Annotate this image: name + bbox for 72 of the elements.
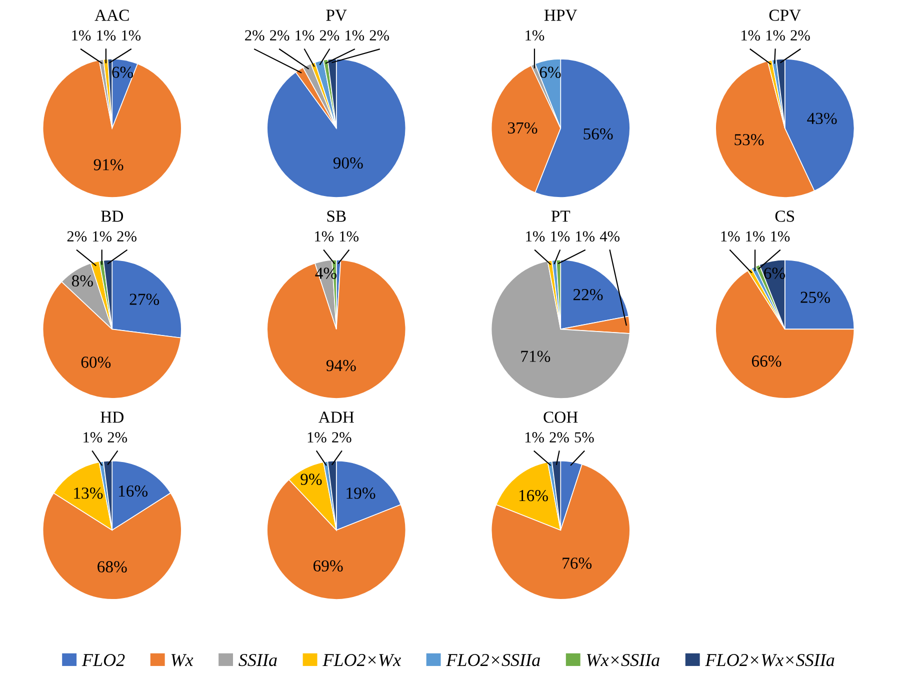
chart-title: AAC (94, 10, 129, 21)
data-label: 66% (752, 356, 782, 367)
chart-title: CPV (769, 10, 801, 21)
data-label: 25% (800, 292, 830, 304)
data-label: 56% (584, 128, 613, 140)
data-label: 1% (84, 432, 102, 443)
data-label: 71% (521, 350, 550, 362)
chart-title: HPV (544, 10, 578, 21)
data-label: 1% (122, 30, 141, 41)
data-label: 91% (94, 159, 124, 170)
data-label: 1% (72, 30, 91, 41)
data-label: 1% (308, 432, 326, 443)
data-label: 2% (332, 432, 352, 443)
chart-title: PV (326, 10, 347, 21)
data-label: 1% (97, 30, 116, 41)
data-label: 2% (320, 30, 340, 41)
chart-title: SB (327, 210, 346, 222)
data-label: 76% (562, 558, 592, 569)
data-label: 16% (119, 485, 148, 497)
data-label: 1% (721, 231, 740, 242)
data-label: 37% (508, 122, 538, 134)
data-label: 1% (346, 30, 364, 41)
chart-title: BD (101, 210, 124, 222)
data-label: 4% (600, 231, 620, 242)
data-label: 1% (340, 231, 359, 242)
data-label: 69% (314, 560, 343, 572)
data-label: 2% (117, 231, 136, 242)
legend-label: FLO2×Wx (322, 654, 401, 666)
data-label: 94% (326, 360, 356, 372)
chart-title: COH (544, 412, 578, 423)
data-label: 1% (526, 30, 544, 41)
data-label: 1% (296, 30, 314, 41)
data-label: 2% (67, 231, 87, 242)
data-label: 53% (734, 134, 764, 146)
data-label: 90% (333, 157, 363, 169)
data-label: 1% (315, 231, 334, 242)
data-label: 9% (300, 474, 322, 485)
data-label: 60% (81, 356, 111, 368)
data-label: 1% (525, 432, 544, 443)
data-label: 1% (576, 231, 595, 242)
data-label: 2% (370, 30, 390, 41)
data-label: 5% (574, 432, 594, 443)
chart-title: PT (551, 210, 570, 222)
data-label: 1% (741, 30, 760, 41)
data-label: 2% (245, 30, 264, 41)
data-label: 2% (270, 30, 290, 41)
legend-label: FLO2×SSIIa (446, 654, 540, 666)
data-label: 1% (93, 231, 112, 242)
data-label: 16% (519, 490, 548, 502)
data-label: 19% (346, 488, 376, 499)
data-label: 1% (526, 231, 545, 242)
data-label: 22% (573, 288, 603, 300)
data-label: 2% (790, 30, 810, 41)
legend-label: Wx (171, 654, 194, 666)
data-label: 1% (551, 231, 570, 242)
legend-label: Wx×SSIIa (586, 654, 660, 666)
data-label: 1% (771, 231, 790, 242)
chart-title: HD (100, 412, 124, 423)
data-label: 13% (74, 488, 103, 499)
data-label: 43% (807, 112, 837, 124)
legend-label: SSIIa (238, 654, 277, 666)
data-label: 2% (108, 432, 128, 443)
data-label: 1% (746, 231, 765, 242)
data-label: 8% (72, 275, 93, 287)
data-label: 68% (98, 561, 127, 572)
legend-label: FLO2×Wx×SSIIa (705, 654, 834, 666)
data-label: 27% (130, 294, 160, 305)
legend-label: FLO2 (82, 654, 125, 666)
chart-title: ADH (318, 412, 354, 423)
data-label: 2% (550, 432, 569, 443)
data-label: 1% (766, 30, 785, 41)
chart-title: CS (775, 210, 794, 222)
